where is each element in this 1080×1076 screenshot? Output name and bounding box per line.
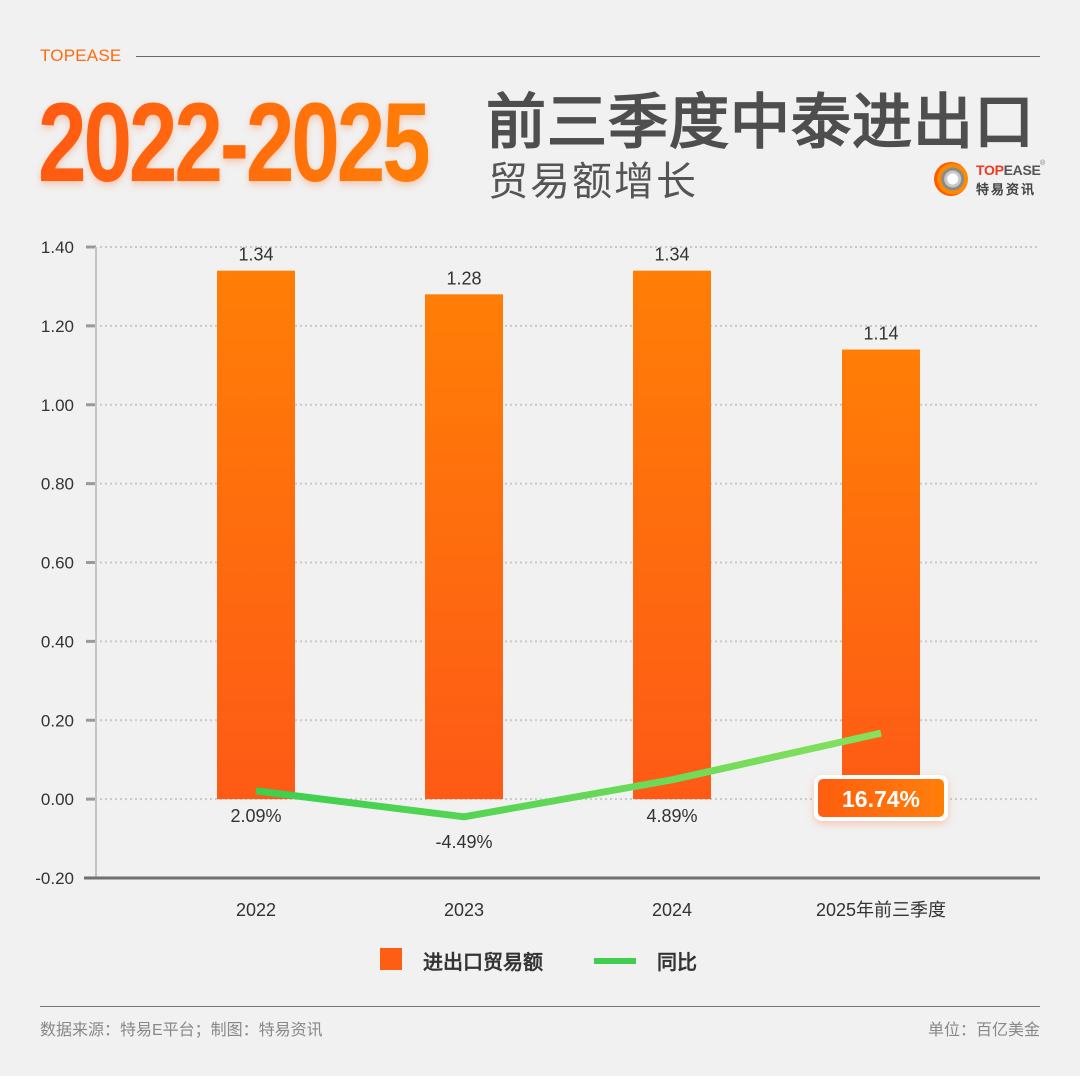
x-tick-label: 2023	[444, 900, 484, 920]
growth-line-path	[255, 729, 882, 821]
bar-value-label: 1.34	[238, 245, 273, 265]
source-note: 数据来源：特易E平台；制图：特易资讯	[40, 1022, 323, 1039]
y-tick-label: 0.60	[41, 554, 74, 573]
chart: 1.40 1.20 1.00 0.80 0.60 0.40 0.20 0.00 -0.20 1.…	[35, 238, 1040, 920]
y-axis: 1.40 1.20 1.00 0.80 0.60 0.40 0.20 0.00 -0.20	[35, 238, 97, 888]
bar	[842, 349, 920, 800]
y-tick-label: 0.20	[41, 711, 74, 730]
growth-line	[255, 729, 882, 821]
x-tick-label: 2022	[236, 900, 276, 920]
x-axis: 2022 2023 2024 2025年前三季度	[84, 876, 1040, 920]
unit-note: 单位：百亿美金	[927, 1022, 1040, 1039]
x-tick-label: 2025年前三季度	[816, 900, 946, 920]
legend-line-swatch	[594, 958, 636, 964]
bar-labels: 1.34 1.28 1.34 1.14	[238, 245, 898, 344]
bar	[217, 270, 295, 800]
legend-line-label: 同比	[657, 952, 697, 974]
page-title: 前三季度中泰进出口	[486, 89, 1035, 156]
y-tick-label: 1.00	[41, 396, 74, 415]
bar	[425, 294, 503, 800]
title-years: 2022-2025	[38, 78, 431, 208]
y-tick-label: 1.40	[41, 238, 74, 257]
bar	[633, 270, 711, 800]
badge-fill	[818, 779, 944, 817]
y-tick-label: 0.40	[41, 632, 74, 651]
growth-label: -4.49%	[435, 832, 492, 852]
logo-chinese-name: 特易资讯	[976, 182, 1037, 197]
legend-bar-swatch	[380, 948, 402, 970]
legend-bar-label: 进出口贸易额	[423, 952, 543, 974]
page-subtitle: 贸易额增长	[488, 160, 698, 204]
legend: 进出口贸易额 同比	[0, 946, 1080, 974]
bar-value-label: 1.34	[654, 245, 689, 265]
growth-labels: 2.09% -4.49% 4.89% 16.74%	[230, 775, 948, 852]
highlight-badge: 16.74%	[814, 775, 948, 821]
logo-wordmark-ease: EASE	[1003, 162, 1041, 178]
logo-wordmark-top: TOP	[976, 162, 1004, 178]
growth-label: 2.09%	[230, 806, 281, 826]
growth-label: 4.89%	[646, 806, 697, 826]
top-divider	[136, 56, 1040, 57]
growth-label-highlight: 16.74%	[842, 786, 920, 812]
logo-registered-mark: ®	[1040, 160, 1046, 167]
y-tick-label: 0.80	[41, 475, 74, 494]
y-tick-label: 1.20	[41, 317, 74, 336]
y-tick-label: 0.00	[41, 790, 74, 809]
x-tick-label: 2024	[652, 900, 692, 920]
y-tick-label: -0.20	[35, 869, 74, 888]
logo-wordmark: TOPEASE	[976, 162, 1041, 178]
bars	[217, 270, 920, 800]
bar-value-label: 1.14	[863, 324, 898, 344]
brand-label: TOPEASE	[40, 46, 122, 65]
bottom-divider	[40, 1006, 1040, 1007]
bar-value-label: 1.28	[446, 268, 481, 288]
topease-logo: TOPEASE ® 特易资讯	[932, 160, 1046, 200]
logo-ring-icon	[934, 162, 968, 196]
